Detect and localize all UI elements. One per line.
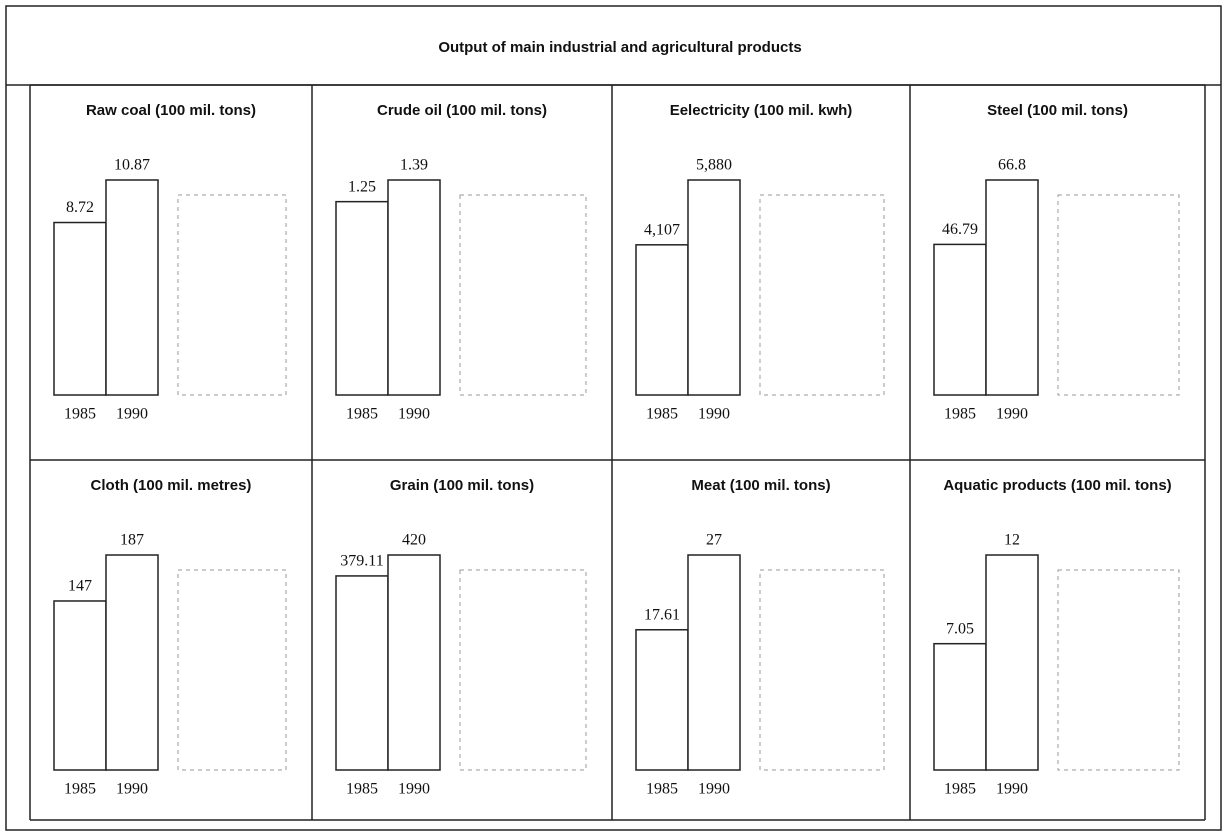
x-tick-label: 1990 [116, 781, 148, 798]
x-tick-label: 1990 [398, 406, 430, 423]
illustration [459, 194, 587, 396]
illustration [177, 194, 287, 396]
x-tick-label: 1985 [646, 781, 678, 798]
bar [933, 243, 987, 396]
value-label: 5,880 [696, 157, 732, 174]
bar [635, 244, 689, 396]
value-label: 12 [1004, 532, 1020, 549]
value-label: 27 [706, 532, 722, 549]
x-tick-label: 1990 [996, 781, 1028, 798]
value-label: 17.61 [644, 606, 680, 623]
x-tick-label: 1990 [398, 781, 430, 798]
value-label: 66.8 [998, 157, 1026, 174]
value-label: 379.11 [340, 553, 383, 570]
panel-title: Grain (100 mil. tons) [390, 477, 534, 494]
illustration [1057, 194, 1180, 396]
x-tick-label: 1985 [646, 406, 678, 423]
bar [335, 575, 389, 771]
bar [105, 554, 159, 771]
x-tick-label: 1990 [116, 406, 148, 423]
value-label: 420 [402, 532, 426, 549]
value-label: 1.39 [400, 157, 428, 174]
illustration [759, 194, 885, 396]
x-tick-label: 1985 [346, 406, 378, 423]
bar [687, 179, 741, 396]
panel-title: Cloth (100 mil. metres) [91, 477, 252, 494]
value-label: 10.87 [114, 157, 150, 174]
panel-title: Eelectricity (100 mil. kwh) [670, 102, 853, 119]
value-label: 4,107 [644, 222, 680, 239]
x-tick-label: 1985 [346, 781, 378, 798]
bar [687, 554, 741, 771]
bar [53, 600, 107, 771]
panel-title: Steel (100 mil. tons) [987, 102, 1128, 119]
illustration [177, 569, 287, 771]
x-tick-label: 1985 [944, 781, 976, 798]
x-tick-label: 1985 [944, 406, 976, 423]
bar [635, 629, 689, 771]
bar [933, 642, 987, 771]
bar [335, 200, 389, 396]
x-tick-label: 1990 [698, 781, 730, 798]
bar [105, 179, 159, 396]
illustration [459, 569, 587, 771]
illustration [759, 569, 885, 771]
bar [985, 179, 1039, 396]
value-label: 147 [68, 578, 92, 595]
x-tick-label: 1990 [996, 406, 1028, 423]
x-tick-label: 1985 [64, 781, 96, 798]
bar [387, 554, 441, 771]
value-label: 7.05 [946, 620, 974, 637]
panel-title: Meat (100 mil. tons) [691, 477, 830, 494]
value-label: 187 [120, 532, 144, 549]
bar [53, 221, 107, 396]
value-label: 8.72 [66, 199, 94, 216]
panel-title: Raw coal (100 mil. tons) [86, 102, 256, 119]
bar [985, 554, 1039, 771]
value-label: 46.79 [942, 221, 978, 238]
panel-title: Aquatic products (100 mil. tons) [943, 477, 1171, 494]
figure-title: Output of main industrial and agricultur… [438, 39, 801, 56]
panel-title: Crude oil (100 mil. tons) [377, 102, 547, 119]
illustration [1057, 569, 1180, 771]
x-tick-label: 1990 [698, 406, 730, 423]
value-label: 1.25 [348, 178, 376, 195]
bar [387, 179, 441, 396]
outer-frame [5, 5, 1222, 831]
x-tick-label: 1985 [64, 406, 96, 423]
